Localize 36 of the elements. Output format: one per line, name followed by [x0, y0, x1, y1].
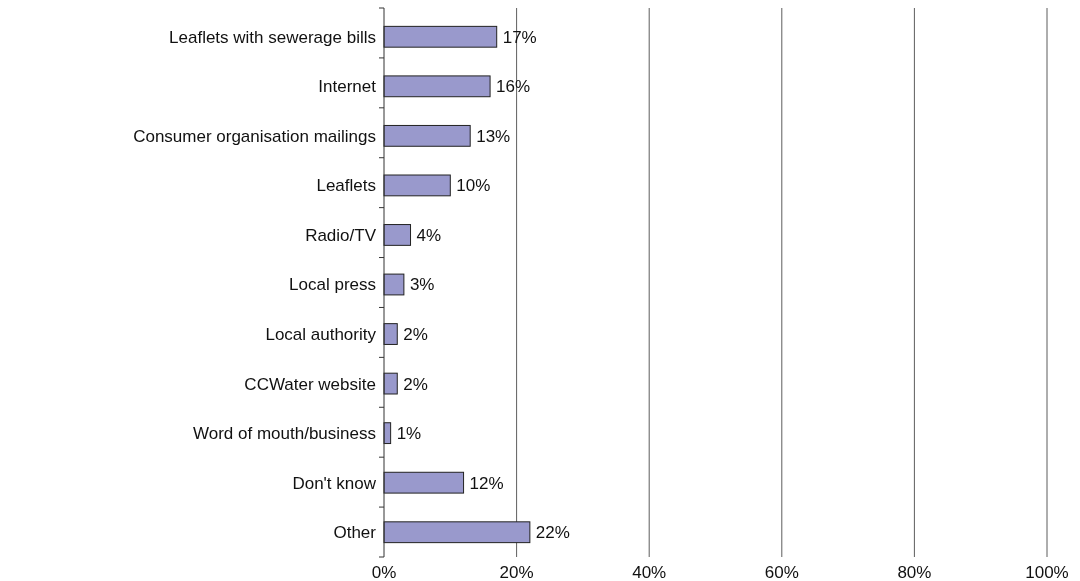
y-tick-label: Local press	[289, 275, 376, 295]
data-label: 3%	[409, 275, 435, 295]
bar	[383, 323, 398, 345]
data-label: 10%	[456, 176, 491, 196]
bar	[383, 25, 498, 48]
y-tick-label: Word of mouth/business	[193, 424, 376, 444]
x-tick-label: 20%	[499, 563, 534, 581]
bar	[383, 521, 531, 544]
bar	[383, 75, 491, 98]
x-tick-label: 80%	[897, 563, 932, 581]
y-tick-label: Other	[333, 523, 377, 543]
y-tick-label: CCWater website	[244, 374, 376, 394]
x-tick-label: 40%	[632, 563, 667, 581]
y-tick-label: Radio/TV	[305, 225, 377, 245]
y-tick-label: Local authority	[265, 325, 377, 344]
bar	[383, 224, 412, 246]
data-label: 1%	[396, 424, 422, 444]
y-tick-label: Internet	[318, 77, 377, 97]
bar	[383, 174, 451, 197]
y-tick-label: Consumer organisation mailings	[133, 126, 376, 146]
y-tick-label: Leaflets	[316, 176, 376, 196]
y-tick-label: Leaflets with sewerage bills	[169, 27, 376, 47]
x-tick-label: 100%	[1025, 563, 1069, 581]
data-label: 2%	[403, 325, 428, 344]
data-label: 13%	[476, 126, 511, 146]
data-label: 12%	[469, 473, 504, 493]
data-label: 22%	[535, 523, 570, 543]
bar	[383, 124, 471, 147]
bar	[383, 372, 398, 395]
x-tick-label: 60%	[764, 563, 799, 581]
data-label: 4%	[416, 225, 442, 245]
y-tick-label: Don't know	[292, 473, 377, 493]
data-label: 2%	[403, 374, 428, 394]
bar	[383, 471, 465, 494]
x-tick-label: 0%	[371, 563, 397, 581]
bar	[383, 273, 405, 296]
